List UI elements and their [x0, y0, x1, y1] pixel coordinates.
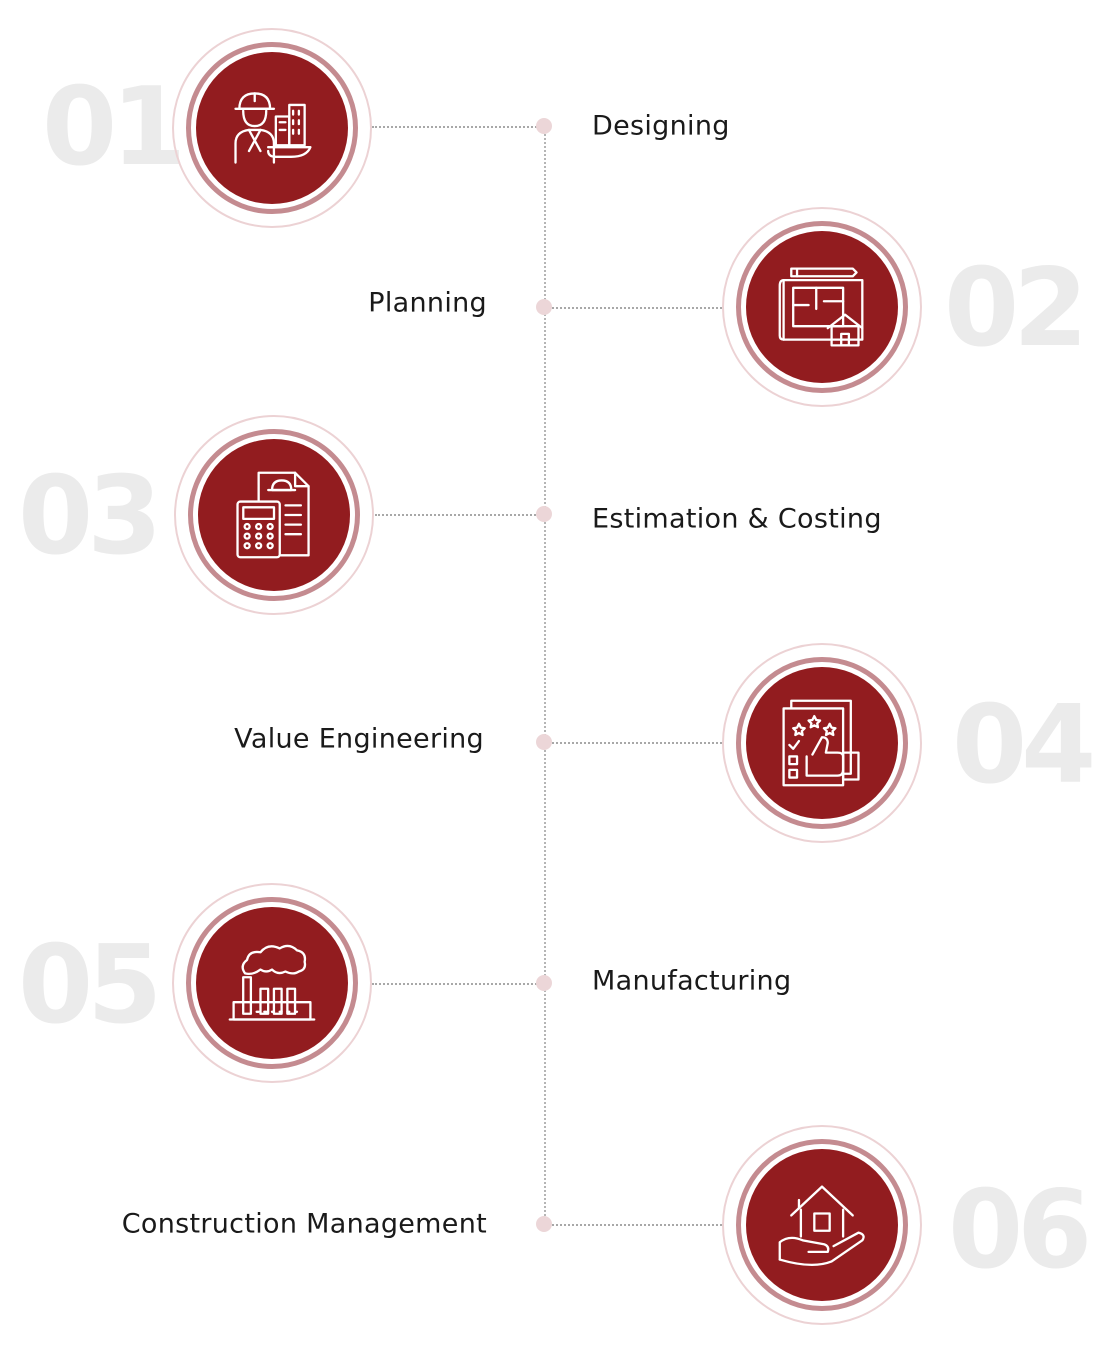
step-connector-06 [544, 1224, 722, 1226]
step-number-03: 03 [18, 454, 162, 579]
step-number-05: 05 [18, 923, 162, 1048]
rating-thumbs-up-icon [782, 699, 860, 787]
step-number-06: 06 [948, 1168, 1092, 1293]
house-in-hand-icon [778, 1185, 865, 1266]
step-outer-ring-05 [172, 883, 372, 1083]
step-circle-02 [746, 231, 898, 383]
step-number-02: 02 [944, 246, 1088, 371]
factory-icon [228, 944, 316, 1021]
step-connector-01 [372, 126, 544, 128]
step-outer-ring-06 [722, 1125, 922, 1325]
timeline-dot-03 [536, 506, 552, 522]
step-ring-05 [186, 897, 358, 1069]
step-label-03: Estimation & Costing [592, 503, 882, 535]
step-ring-03 [188, 429, 360, 601]
step-outer-ring-04 [722, 643, 922, 843]
step-connector-04 [544, 742, 722, 744]
step-circle-01 [196, 52, 348, 204]
step-connector-03 [375, 514, 544, 516]
calculator-document-icon [236, 471, 310, 559]
step-label-02: Planning [368, 287, 487, 319]
timeline-dot-05 [536, 975, 552, 991]
timeline-spine [544, 126, 546, 1224]
step-circle-03 [198, 439, 350, 591]
step-number-04: 04 [952, 683, 1096, 808]
step-ring-02 [736, 221, 908, 393]
step-outer-ring-01 [172, 28, 372, 228]
step-outer-ring-03 [174, 415, 374, 615]
timeline-dot-06 [536, 1216, 552, 1232]
step-circle-04 [746, 667, 898, 819]
step-label-06: Construction Management [121, 1208, 487, 1240]
timeline-dot-02 [536, 299, 552, 315]
engineer-building-icon [234, 92, 312, 164]
step-circle-06 [746, 1149, 898, 1301]
step-label-04: Value Engineering [234, 723, 484, 755]
timeline-dot-01 [536, 118, 552, 134]
step-outer-ring-02 [722, 207, 922, 407]
blueprint-house-icon [778, 267, 864, 347]
step-ring-06 [736, 1139, 908, 1311]
step-ring-01 [186, 42, 358, 214]
step-label-05: Manufacturing [592, 965, 792, 997]
step-ring-04 [736, 657, 908, 829]
step-label-01: Designing [592, 110, 730, 142]
timeline-dot-04 [536, 734, 552, 750]
step-connector-05 [372, 983, 544, 985]
step-connector-02 [544, 307, 722, 309]
step-circle-05 [196, 907, 348, 1059]
step-number-01: 01 [42, 65, 186, 190]
